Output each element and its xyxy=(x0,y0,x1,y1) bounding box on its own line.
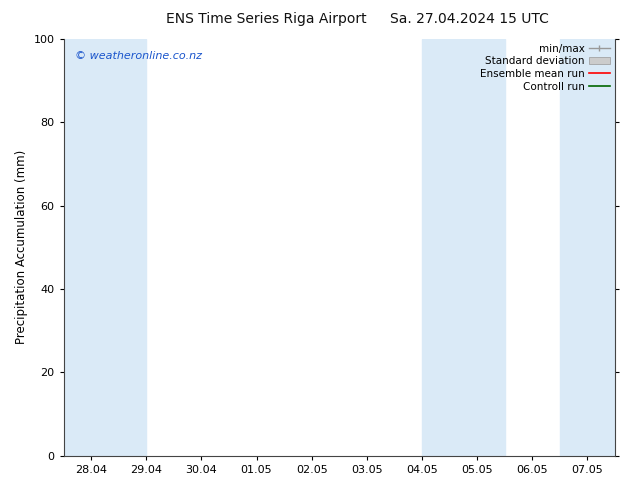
Text: Sa. 27.04.2024 15 UTC: Sa. 27.04.2024 15 UTC xyxy=(390,12,548,26)
Bar xyxy=(63,39,146,456)
Bar xyxy=(422,39,505,456)
Bar xyxy=(560,39,615,456)
Y-axis label: Precipitation Accumulation (mm): Precipitation Accumulation (mm) xyxy=(15,150,28,344)
Legend: min/max, Standard deviation, Ensemble mean run, Controll run: min/max, Standard deviation, Ensemble me… xyxy=(478,42,612,94)
Text: ENS Time Series Riga Airport: ENS Time Series Riga Airport xyxy=(166,12,366,26)
Text: © weatheronline.co.nz: © weatheronline.co.nz xyxy=(75,51,202,61)
